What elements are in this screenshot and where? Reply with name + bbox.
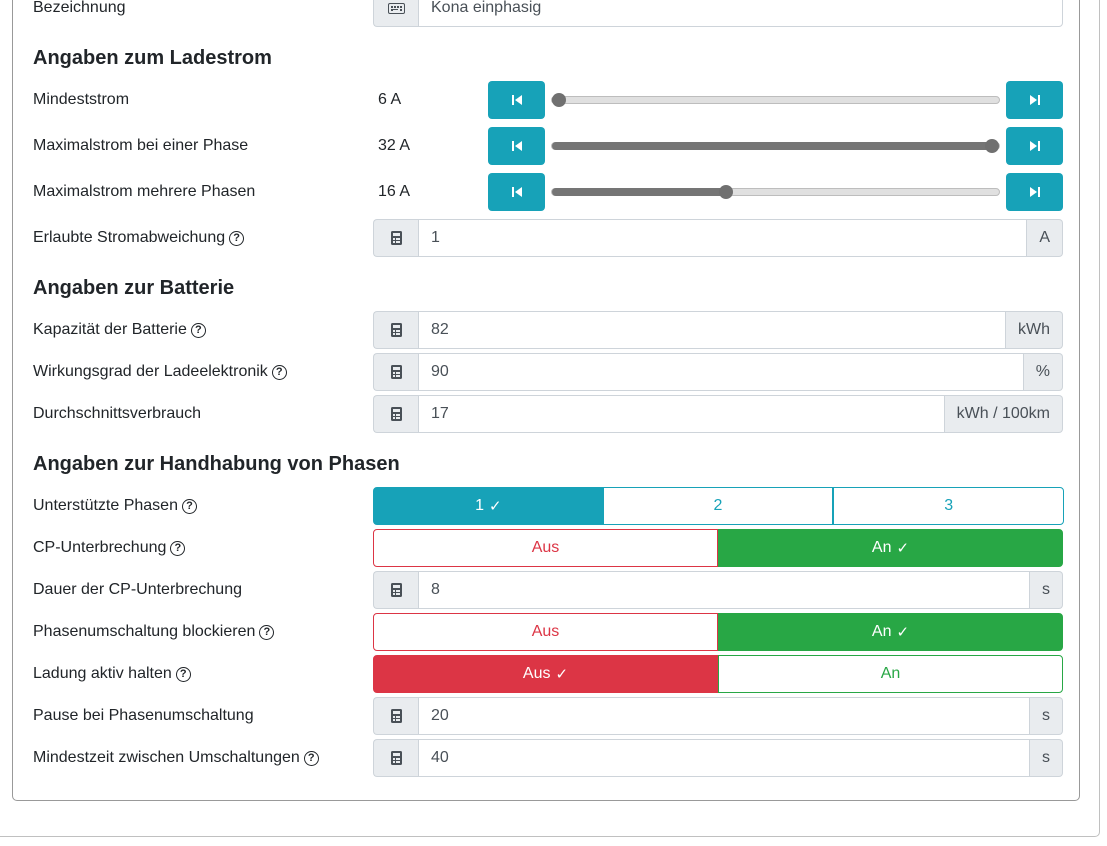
phase-2-button[interactable]: 2 [603,487,834,525]
ladung-aktiv-halten-toggle: Aus ✓ An [373,655,1063,693]
cp-dauer-input[interactable]: 8 [418,571,1030,609]
calculator-icon [373,697,418,735]
phase-3-button[interactable]: 3 [833,487,1065,525]
cp-dauer-input-group: 8 s [373,571,1063,609]
durchschnittsverbrauch-label: Durchschnittsverbrauch [33,405,202,422]
kapazitaet-label: Kapazität der Batterie? [33,311,206,349]
slider-thumb[interactable] [985,139,999,153]
help-icon[interactable]: ? [259,625,275,640]
mindestzeit-label: Mindestzeit zwischen Umschaltungen? [33,739,319,777]
wirkungsgrad-input[interactable]: 90 [418,353,1024,391]
maximalstrom-mehrphasig-decrease-button[interactable] [488,173,545,211]
calculator-icon [373,571,418,609]
mindestzeit-input[interactable]: 40 [418,739,1030,777]
phase-1-button[interactable]: 1 ✓ [373,487,604,525]
maximalstrom-einphasig-value: 32 A [378,137,411,154]
keyboard-icon [373,0,418,27]
maximalstrom-mehrphasig-increase-button[interactable] [1006,173,1063,211]
skip-back-icon [511,95,522,105]
calculator-icon [373,395,418,433]
mindeststrom-decrease-button[interactable] [488,81,545,119]
unterstuetzte-phasen-label: Unterstützte Phasen? [33,487,197,525]
help-icon[interactable]: ? [303,751,319,766]
wirkungsgrad-label: Wirkungsgrad der Ladeelektronik? [33,353,287,391]
bezeichnung-label: Bezeichnung [33,0,126,16]
maximalstrom-einphasig-decrease-button[interactable] [488,127,545,165]
mindeststrom-slider[interactable] [551,93,1000,107]
cp-dauer-label: Dauer der CP-Unterbrechung [33,581,242,598]
calculator-icon [373,311,418,349]
mindeststrom-label: Mindeststrom [33,91,130,108]
calculator-icon [373,219,418,257]
cp-unterbrechung-aus-button[interactable]: Aus [373,529,718,567]
maximalstrom-einphasig-increase-button[interactable] [1006,127,1063,165]
calculator-icon [373,353,418,391]
pause-label: Pause bei Phasenumschaltung [33,707,254,724]
ladung-aktiv-halten-an-button[interactable]: An [718,655,1063,693]
skip-forward-icon [1029,187,1040,197]
help-icon[interactable]: ? [190,323,206,338]
ladung-aktiv-halten-label: Ladung aktiv halten? [33,655,191,693]
skip-back-icon [511,141,522,151]
kapazitaet-input[interactable]: 82 [418,311,1006,349]
durchschnittsverbrauch-input[interactable]: 17 [418,395,945,433]
pause-input-group: 20 s [373,697,1063,735]
skip-back-icon [511,187,522,197]
phasenumschaltung-blockieren-an-button[interactable]: An ✓ [718,613,1063,651]
stromabweichung-input[interactable]: 1 [418,219,1028,257]
kapazitaet-unit: kWh [1006,311,1063,349]
help-icon[interactable]: ? [170,541,186,556]
mindestzeit-unit: s [1030,739,1063,777]
batterie-heading: Angaben zur Batterie [33,277,235,299]
maximalstrom-mehrphasig-value: 16 A [378,183,411,200]
phasenumschaltung-blockieren-label: Phasenumschaltung blockieren? [33,613,275,651]
maximalstrom-mehrphasig-label: Maximalstrom mehrere Phasen [33,183,256,200]
slider-thumb[interactable] [552,93,566,107]
pause-input[interactable]: 20 [418,697,1030,735]
check-icon: ✓ [896,624,910,641]
help-icon[interactable]: ? [181,499,197,514]
maximalstrom-mehrphasig-slider[interactable] [551,185,1000,199]
check-icon: ✓ [555,666,569,683]
mindeststrom-increase-button[interactable] [1006,81,1063,119]
phasen-heading: Angaben zur Handhabung von Phasen [33,453,400,475]
calculator-icon [373,739,418,777]
stromabweichung-input-group: 1 A [373,219,1063,257]
ladestrom-heading: Angaben zum Ladestrom [33,47,272,69]
stromabweichung-label: Erlaubte Stromabweichung? [33,219,245,257]
cp-unterbrechung-an-button[interactable]: An ✓ [718,529,1063,567]
mindeststrom-value: 6 A [378,91,402,108]
check-icon: ✓ [896,540,910,557]
cp-unterbrechung-label: CP-Unterbrechung? [33,529,186,567]
skip-forward-icon [1029,141,1040,151]
wirkungsgrad-input-group: 90 % [373,353,1063,391]
phasenumschaltung-blockieren-toggle: Aus An ✓ [373,613,1063,651]
cp-dauer-unit: s [1030,571,1063,609]
help-icon[interactable]: ? [271,365,287,380]
maximalstrom-einphasig-label: Maximalstrom bei einer Phase [33,137,249,154]
mindestzeit-input-group: 40 s [373,739,1063,777]
phasenumschaltung-blockieren-aus-button[interactable]: Aus [373,613,718,651]
slider-thumb[interactable] [718,185,733,199]
bezeichnung-input-group: Kona einphasig [373,0,1063,27]
help-icon[interactable]: ? [229,231,245,246]
check-icon: ✓ [489,498,502,515]
bezeichnung-input[interactable]: Kona einphasig [418,0,1063,27]
phasen-selector: 1 ✓ 2 3 [373,487,1065,525]
skip-forward-icon [1029,95,1040,105]
durchschnittsverbrauch-input-group: 17 kWh / 100km [373,395,1063,433]
cp-unterbrechung-toggle: Aus An ✓ [373,529,1063,567]
ladung-aktiv-halten-aus-button[interactable]: Aus ✓ [373,655,718,693]
durchschnittsverbrauch-unit: kWh / 100km [944,395,1063,433]
help-icon[interactable]: ? [175,667,191,682]
kapazitaet-input-group: 82 kWh [373,311,1063,349]
wirkungsgrad-unit: % [1023,353,1063,391]
maximalstrom-einphasig-slider[interactable] [551,139,1000,153]
pause-unit: s [1030,697,1063,735]
stromabweichung-unit: A [1027,219,1063,257]
